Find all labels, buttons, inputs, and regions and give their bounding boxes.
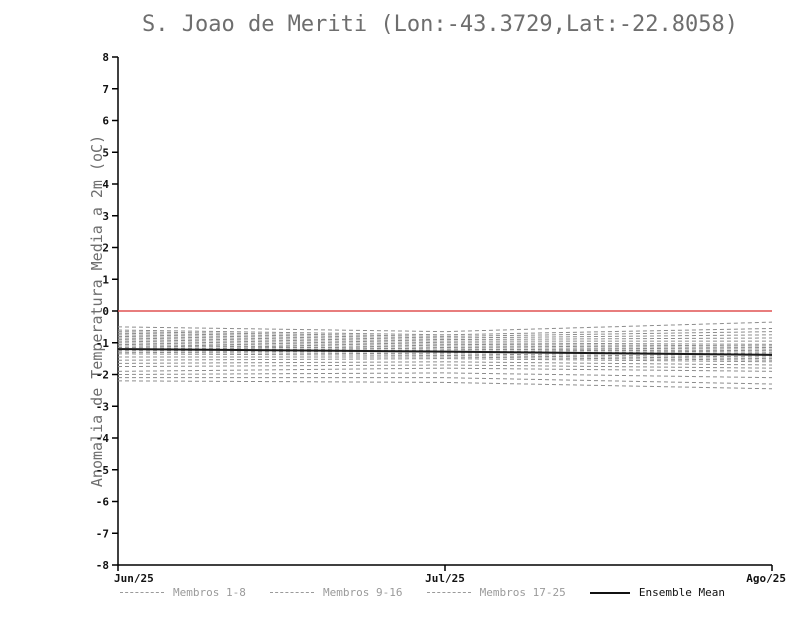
y-tick-label: 6 [102,115,109,128]
y-tick-label: -8 [96,559,109,572]
y-tick-label: -5 [96,464,109,477]
member-line [117,367,773,372]
x-tick-label: Jun/25 [114,572,154,585]
member-line [117,372,773,379]
dashed-line-sample [120,592,164,593]
legend-item: Membros 17-25 [426,586,566,599]
solid-line-sample [589,591,630,594]
member-line [118,356,773,361]
x-tick-label: Ago/25 [746,572,786,585]
legend-label: Membros 9-16 [323,586,403,599]
x-tick-label: Jul/25 [425,572,465,585]
member-line [117,327,773,336]
y-tick-label: -3 [96,400,109,413]
ensemble-mean-line [117,348,773,356]
y-tick-label: 0 [102,305,109,318]
legend: Membros 1-8 Membros 9-16 Membros 17-25 Ense… [120,586,725,599]
y-tick-label: -1 [96,337,110,350]
y-tick-label: 5 [102,146,109,159]
chart-title: S. Joao de Meriti (Lon:-43.3729,Lat:-22.… [141,12,739,37]
member-line [117,361,773,366]
member-line [117,332,773,339]
y-tick-label: 7 [102,83,109,96]
y-tick-label: 8 [102,51,109,64]
y-tick-label: -7 [96,527,109,540]
legend-item: Membros 1-8 [120,586,246,599]
member-line [118,377,773,385]
legend-label: Ensemble Mean [638,586,725,599]
member-line [117,364,773,369]
y-tick-label: -6 [96,496,110,509]
y-tick-label: -4 [96,432,110,445]
y-tick-label: 2 [102,242,109,255]
legend-item: Membros 9-16 [270,586,403,599]
dashed-line-sample [426,592,471,593]
dashed-line-sample [270,592,315,593]
y-tick-label: 3 [102,210,109,223]
y-tick-label: 4 [102,178,109,191]
legend-label: Membros 17-25 [479,586,566,599]
legend-item: Ensemble Mean [589,586,725,599]
legend-label: Membros 1-8 [173,586,246,599]
y-tick-label: -2 [96,369,109,382]
y-tick-label: 1 [102,273,109,286]
